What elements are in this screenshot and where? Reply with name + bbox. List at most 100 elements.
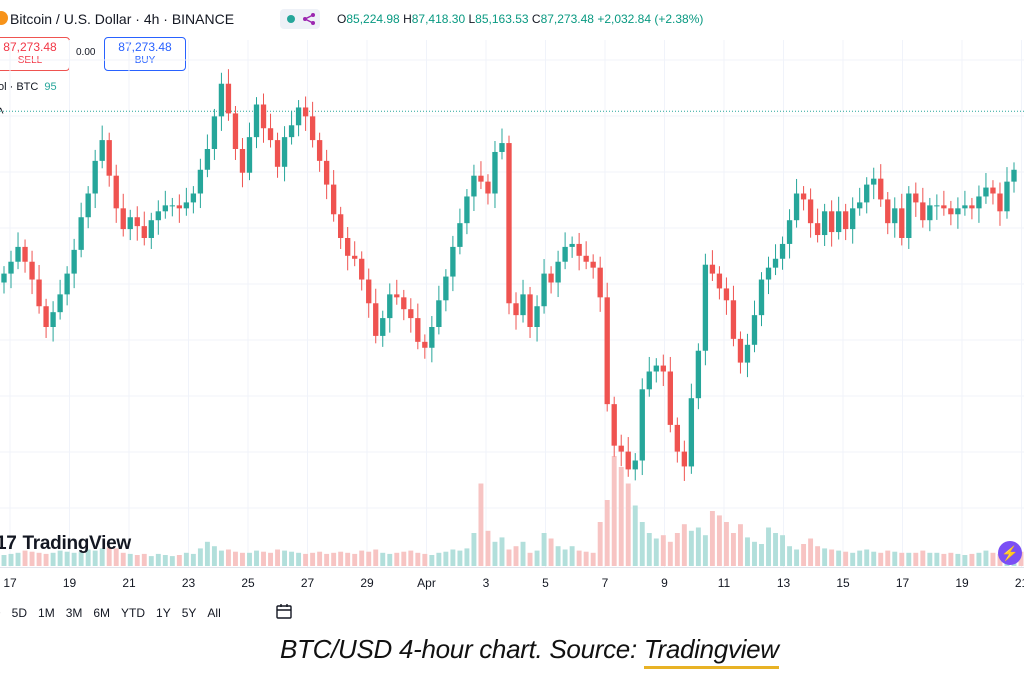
bitcoin-icon	[0, 11, 8, 25]
volume-bar	[233, 551, 238, 566]
candle-body	[345, 238, 351, 256]
volume-bar	[674, 533, 680, 566]
candle-body	[835, 211, 842, 233]
volume-bar	[632, 505, 638, 566]
volume-bar	[296, 552, 302, 566]
range-button-1m[interactable]: 1M	[38, 606, 55, 620]
candlestick-chart[interactable]	[0, 0, 1024, 567]
candle-body	[716, 273, 723, 289]
volume-bar	[331, 552, 337, 566]
candle-body	[309, 116, 316, 141]
lightning-icon[interactable]: ⚡	[998, 541, 1022, 565]
calendar-icon[interactable]	[275, 602, 293, 620]
volume-bar	[611, 456, 617, 566]
volume-bar	[450, 549, 456, 566]
low-value: 85,163.53	[475, 12, 529, 26]
candle-body	[828, 211, 835, 233]
high-label: H	[403, 12, 412, 26]
chart-header: Bitcoin / U.S. Dollar · 4h · BINANCE O85…	[0, 0, 1024, 40]
buy-button[interactable]: 87,273.48 BUY	[104, 37, 186, 71]
range-button-6m[interactable]: 6M	[93, 606, 111, 620]
volume-bar	[394, 552, 400, 566]
candle-body	[162, 205, 168, 212]
caption-source-link[interactable]: Tradingview	[643, 634, 779, 669]
candle-body	[127, 217, 133, 230]
range-button-1y[interactable]: 1Y	[156, 606, 171, 620]
range-button-ytd[interactable]: YTD	[121, 606, 146, 620]
range-button-d[interactable]: D	[0, 606, 1, 620]
volume-bar	[983, 550, 989, 566]
volume-bar	[604, 500, 610, 566]
candle-body	[597, 267, 603, 298]
candle-body	[492, 151, 498, 194]
candle-body	[99, 140, 105, 161]
range-button-5d[interactable]: 5D	[11, 606, 28, 620]
candle-body	[1011, 169, 1017, 182]
candle-body	[751, 315, 758, 345]
candle-body	[260, 104, 267, 129]
volume-bar	[548, 538, 554, 566]
symbol-title[interactable]: Bitcoin / U.S. Dollar · 4h · BINANCE	[10, 11, 235, 27]
candle-body	[506, 143, 512, 304]
volume-bar	[408, 550, 414, 566]
volume-bar	[485, 530, 491, 566]
candle-body	[106, 140, 112, 176]
volume-bar	[597, 522, 603, 566]
volume-bar	[373, 549, 379, 566]
volume-bar	[1018, 551, 1024, 566]
market-status-badge[interactable]	[280, 9, 320, 29]
time-axis[interactable]: 17 19 21 23 25 27 29 Apr 3 5 7 9 11 13 15 17 19 21	[0, 567, 1024, 598]
candle-body	[821, 211, 828, 236]
volume-bar	[576, 550, 582, 566]
x-tick-label: 17	[895, 576, 910, 590]
range-button-5y[interactable]: 5Y	[181, 606, 197, 620]
x-tick-label: 21	[1014, 576, 1024, 590]
volume-bar	[836, 550, 842, 566]
volume-bar	[254, 550, 259, 566]
candle-body	[50, 312, 56, 327]
caption-text: BTC/USD 4-hour chart. Source:	[280, 634, 644, 664]
candle-body	[352, 255, 358, 259]
volume-bar	[927, 552, 933, 566]
range-button-all[interactable]: All	[207, 606, 221, 620]
volume-bar	[709, 511, 715, 566]
volume-bar	[120, 552, 126, 566]
candle-body	[422, 341, 428, 348]
range-button-3m[interactable]: 3M	[65, 606, 83, 620]
volume-bar	[345, 552, 351, 566]
volume-bar	[429, 555, 435, 566]
collapse-chevron-icon[interactable]: ˄	[0, 104, 5, 118]
candle-body	[857, 202, 863, 209]
volume-bar	[204, 541, 210, 566]
candle-body	[800, 193, 807, 200]
volume-bar	[969, 553, 975, 566]
volume-bar	[864, 549, 870, 566]
candle-body	[471, 175, 477, 197]
volume-bar	[190, 553, 196, 566]
volume-bar	[275, 549, 280, 566]
volume-bar	[22, 550, 28, 566]
candle-body	[850, 208, 856, 230]
candle-body	[948, 208, 954, 215]
x-tick-label: 21	[122, 576, 136, 590]
volume-bar	[289, 551, 295, 566]
volume-bar	[941, 553, 947, 566]
candle-body	[934, 205, 940, 207]
volume-bar	[541, 533, 547, 566]
candle-body	[120, 208, 126, 230]
watermark-text: TradingView	[22, 533, 132, 554]
candle-body	[618, 445, 624, 452]
candle-body	[478, 175, 484, 182]
candle-body	[281, 137, 288, 167]
candle-body	[534, 306, 540, 327]
candle-body	[204, 149, 211, 170]
volume-bar	[913, 552, 919, 566]
candle-body	[408, 309, 414, 319]
candle-body	[906, 193, 912, 238]
volume-bar	[338, 551, 344, 566]
volume-bar	[85, 549, 91, 566]
candle-body	[436, 300, 442, 327]
volume-bar	[422, 553, 428, 566]
candle-body	[1004, 181, 1010, 212]
candle-body	[394, 294, 400, 298]
